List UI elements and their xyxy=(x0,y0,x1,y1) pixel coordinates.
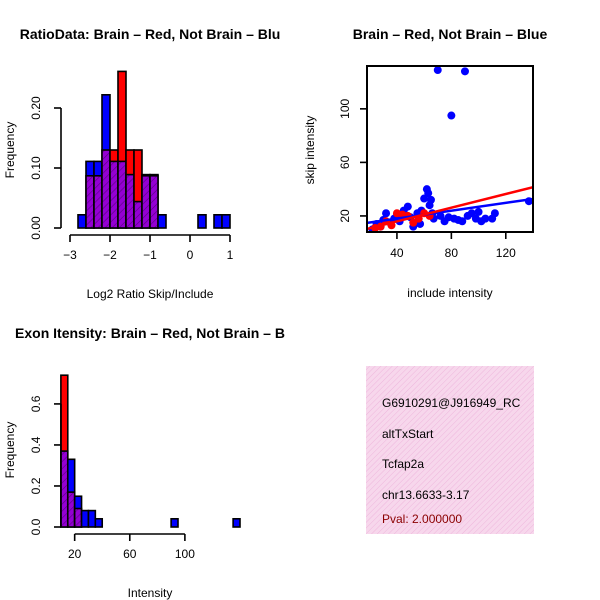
not-brain-bar xyxy=(170,517,179,528)
x-tick-label: 40 xyxy=(390,246,404,260)
overlap-bar xyxy=(85,175,95,229)
not-brain-point xyxy=(426,195,435,204)
ratio-histogram-xlabel: Log2 Ratio Skip/Include xyxy=(87,287,214,301)
y-tick-label: 60 xyxy=(338,155,352,169)
info-panel-background xyxy=(366,366,534,534)
x-tick-label: −3 xyxy=(63,248,77,262)
x-tick-label: −1 xyxy=(143,248,157,262)
y-tick-label: 0.4 xyxy=(29,436,43,453)
not-brain-bar xyxy=(157,214,167,229)
intensity-histogram: Exon Itensity: Brain – Red, Not Brain – … xyxy=(3,325,285,600)
not-brain-bar xyxy=(232,517,241,528)
not-brain-point xyxy=(382,209,391,218)
ratio-histogram-title: RatioData: Brain – Red, Not Brain – Blu xyxy=(20,26,281,42)
not-brain-bar xyxy=(221,214,231,229)
intensity-scatter: Brain – Red, Not Brain – Blue include in… xyxy=(303,26,547,300)
x-tick-label: 1 xyxy=(227,248,234,262)
not-brain-point xyxy=(458,217,467,226)
scatter-title: Brain – Red, Not Brain – Blue xyxy=(353,26,548,42)
overlap-bar xyxy=(66,491,76,528)
info-panel: G6910291@J916949_RC altTxStart Tcfap2a c… xyxy=(366,366,534,534)
not-brain-point xyxy=(460,67,469,76)
scatter-axes: 20 60 100 40 80 120 xyxy=(338,65,534,260)
intensity-histogram-bars xyxy=(60,374,241,528)
scatter-xlabel: include intensity xyxy=(407,286,492,300)
intensity-histogram-title: Exon Itensity: Brain – Red, Not Brain – … xyxy=(15,325,285,341)
x-tick-label: 60 xyxy=(123,547,137,561)
not-brain-point xyxy=(447,111,456,120)
x-tick-label: 80 xyxy=(445,246,459,260)
not-brain-point xyxy=(490,209,499,218)
not-brain-bar xyxy=(213,214,223,229)
overlap-bar xyxy=(101,149,111,229)
info-pval: Pval: 2.000000 xyxy=(382,512,462,526)
y-tick-label: 20 xyxy=(338,209,352,223)
ratio-histogram-axes: 0.00 0.10 0.20 −3 −2 −1 0 1 xyxy=(29,96,233,262)
not-brain-bar xyxy=(77,214,87,229)
scatter-clip xyxy=(367,66,533,232)
y-tick-label: 0.0 xyxy=(29,518,43,535)
overlap-bar xyxy=(73,507,83,528)
overlap-bar xyxy=(149,175,159,229)
intensity-histogram-xlabel: Intensity xyxy=(128,586,173,600)
not-brain-bar xyxy=(197,214,207,229)
info-line-gene: Tcfap2a xyxy=(382,457,424,471)
not-brain-point xyxy=(481,214,490,223)
x-tick-label: 20 xyxy=(68,547,82,561)
y-tick-label: 100 xyxy=(338,99,352,119)
overlap-bar xyxy=(125,173,135,229)
overlap-bar xyxy=(60,450,69,528)
not-brain-bar xyxy=(87,509,97,528)
intensity-histogram-ylabel: Frequency xyxy=(3,422,17,479)
x-tick-label: 0 xyxy=(187,248,194,262)
not-brain-point xyxy=(403,202,412,211)
not-brain-point xyxy=(424,189,433,198)
ratio-histogram-ylabel: Frequency xyxy=(3,122,17,179)
overlap-bar xyxy=(109,160,119,229)
overlap-bar xyxy=(133,200,143,229)
x-tick-label: 100 xyxy=(175,547,195,561)
info-line-location: chr13.6633-3.17 xyxy=(382,488,470,502)
x-tick-label: 120 xyxy=(496,246,516,260)
y-tick-label: 0.10 xyxy=(29,156,43,180)
not-brain-bar xyxy=(94,517,104,528)
x-tick-label: −2 xyxy=(103,248,117,262)
not-brain-fit-line xyxy=(367,197,533,225)
y-tick-label: 0.20 xyxy=(29,96,43,120)
scatter-frame xyxy=(366,65,534,233)
not-brain-point xyxy=(433,66,442,75)
ratio-histogram: RatioData: Brain – Red, Not Brain – Blu … xyxy=(3,26,280,301)
not-brain-bar xyxy=(80,509,90,528)
scatter-ylabel: skip intensity xyxy=(303,116,317,185)
y-tick-label: 0.2 xyxy=(29,477,43,494)
ratio-histogram-bars xyxy=(77,70,231,229)
overlap-bar xyxy=(93,175,103,229)
info-line-probe: G6910291@J916949_RC xyxy=(382,396,521,410)
overlap-bar xyxy=(141,175,151,229)
info-panel-clip: G6910291@J916949_RC altTxStart Tcfap2a c… xyxy=(382,396,521,526)
brain-fit-line xyxy=(367,185,533,231)
y-tick-label: 0.00 xyxy=(29,216,43,240)
intensity-histogram-axes: 0.0 0.2 0.4 0.6 20 60 100 xyxy=(29,395,195,561)
y-tick-label: 0.6 xyxy=(29,395,43,412)
info-line-event: altTxStart xyxy=(382,427,434,441)
scatter-plot-area xyxy=(367,66,533,232)
overlap-bar xyxy=(117,160,127,229)
not-brain-point xyxy=(474,207,483,216)
